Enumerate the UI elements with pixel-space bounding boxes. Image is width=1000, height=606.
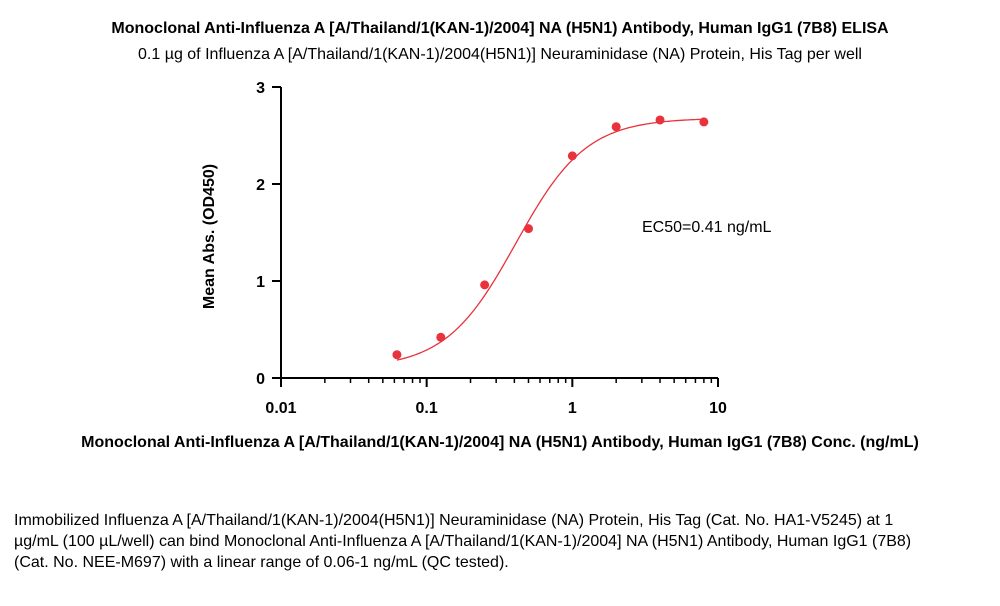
x-tick-label: 0.01 bbox=[265, 400, 296, 417]
y-axis-label: Mean Abs. (OD450) bbox=[201, 164, 218, 309]
y-tick-label: 0 bbox=[256, 371, 265, 388]
y-tick-label: 3 bbox=[256, 80, 265, 97]
data-point bbox=[567, 151, 577, 161]
x-tick-label: 10 bbox=[709, 400, 727, 417]
caption: Immobilized Influenza A [A/Thailand/1(KA… bbox=[14, 512, 912, 571]
elisa-chart: 0.01 0.1 1 10 0 1 2 3 Mean Abs. (OD450) EC50=0… bbox=[201, 80, 772, 417]
x-tick-label: 1 bbox=[568, 400, 577, 417]
chart-subtitle: 0.1 µg of Influenza A [A/Thailand/1(KAN-… bbox=[138, 46, 862, 63]
y-tick-label: 2 bbox=[256, 177, 265, 194]
ec50-annotation: EC50=0.41 ng/mL bbox=[642, 219, 772, 236]
data-point bbox=[655, 115, 665, 125]
fit-curve bbox=[396, 118, 704, 361]
data-points bbox=[392, 115, 709, 360]
data-point bbox=[392, 350, 402, 360]
y-tick-label: 1 bbox=[256, 274, 265, 291]
data-point bbox=[611, 122, 621, 132]
x-axis-label: Monoclonal Anti-Influenza A [A/Thailand/… bbox=[81, 434, 919, 451]
data-point bbox=[523, 224, 533, 234]
chart-title: Monoclonal Anti-Influenza A [A/Thailand/… bbox=[111, 20, 889, 37]
x-ticks: 0.01 0.1 1 10 bbox=[265, 378, 727, 417]
data-point bbox=[699, 117, 709, 127]
data-point bbox=[480, 280, 490, 290]
data-point bbox=[436, 332, 446, 342]
axes bbox=[280, 87, 718, 379]
y-ticks: 0 1 2 3 bbox=[256, 80, 281, 388]
x-tick-label: 0.1 bbox=[416, 400, 438, 417]
